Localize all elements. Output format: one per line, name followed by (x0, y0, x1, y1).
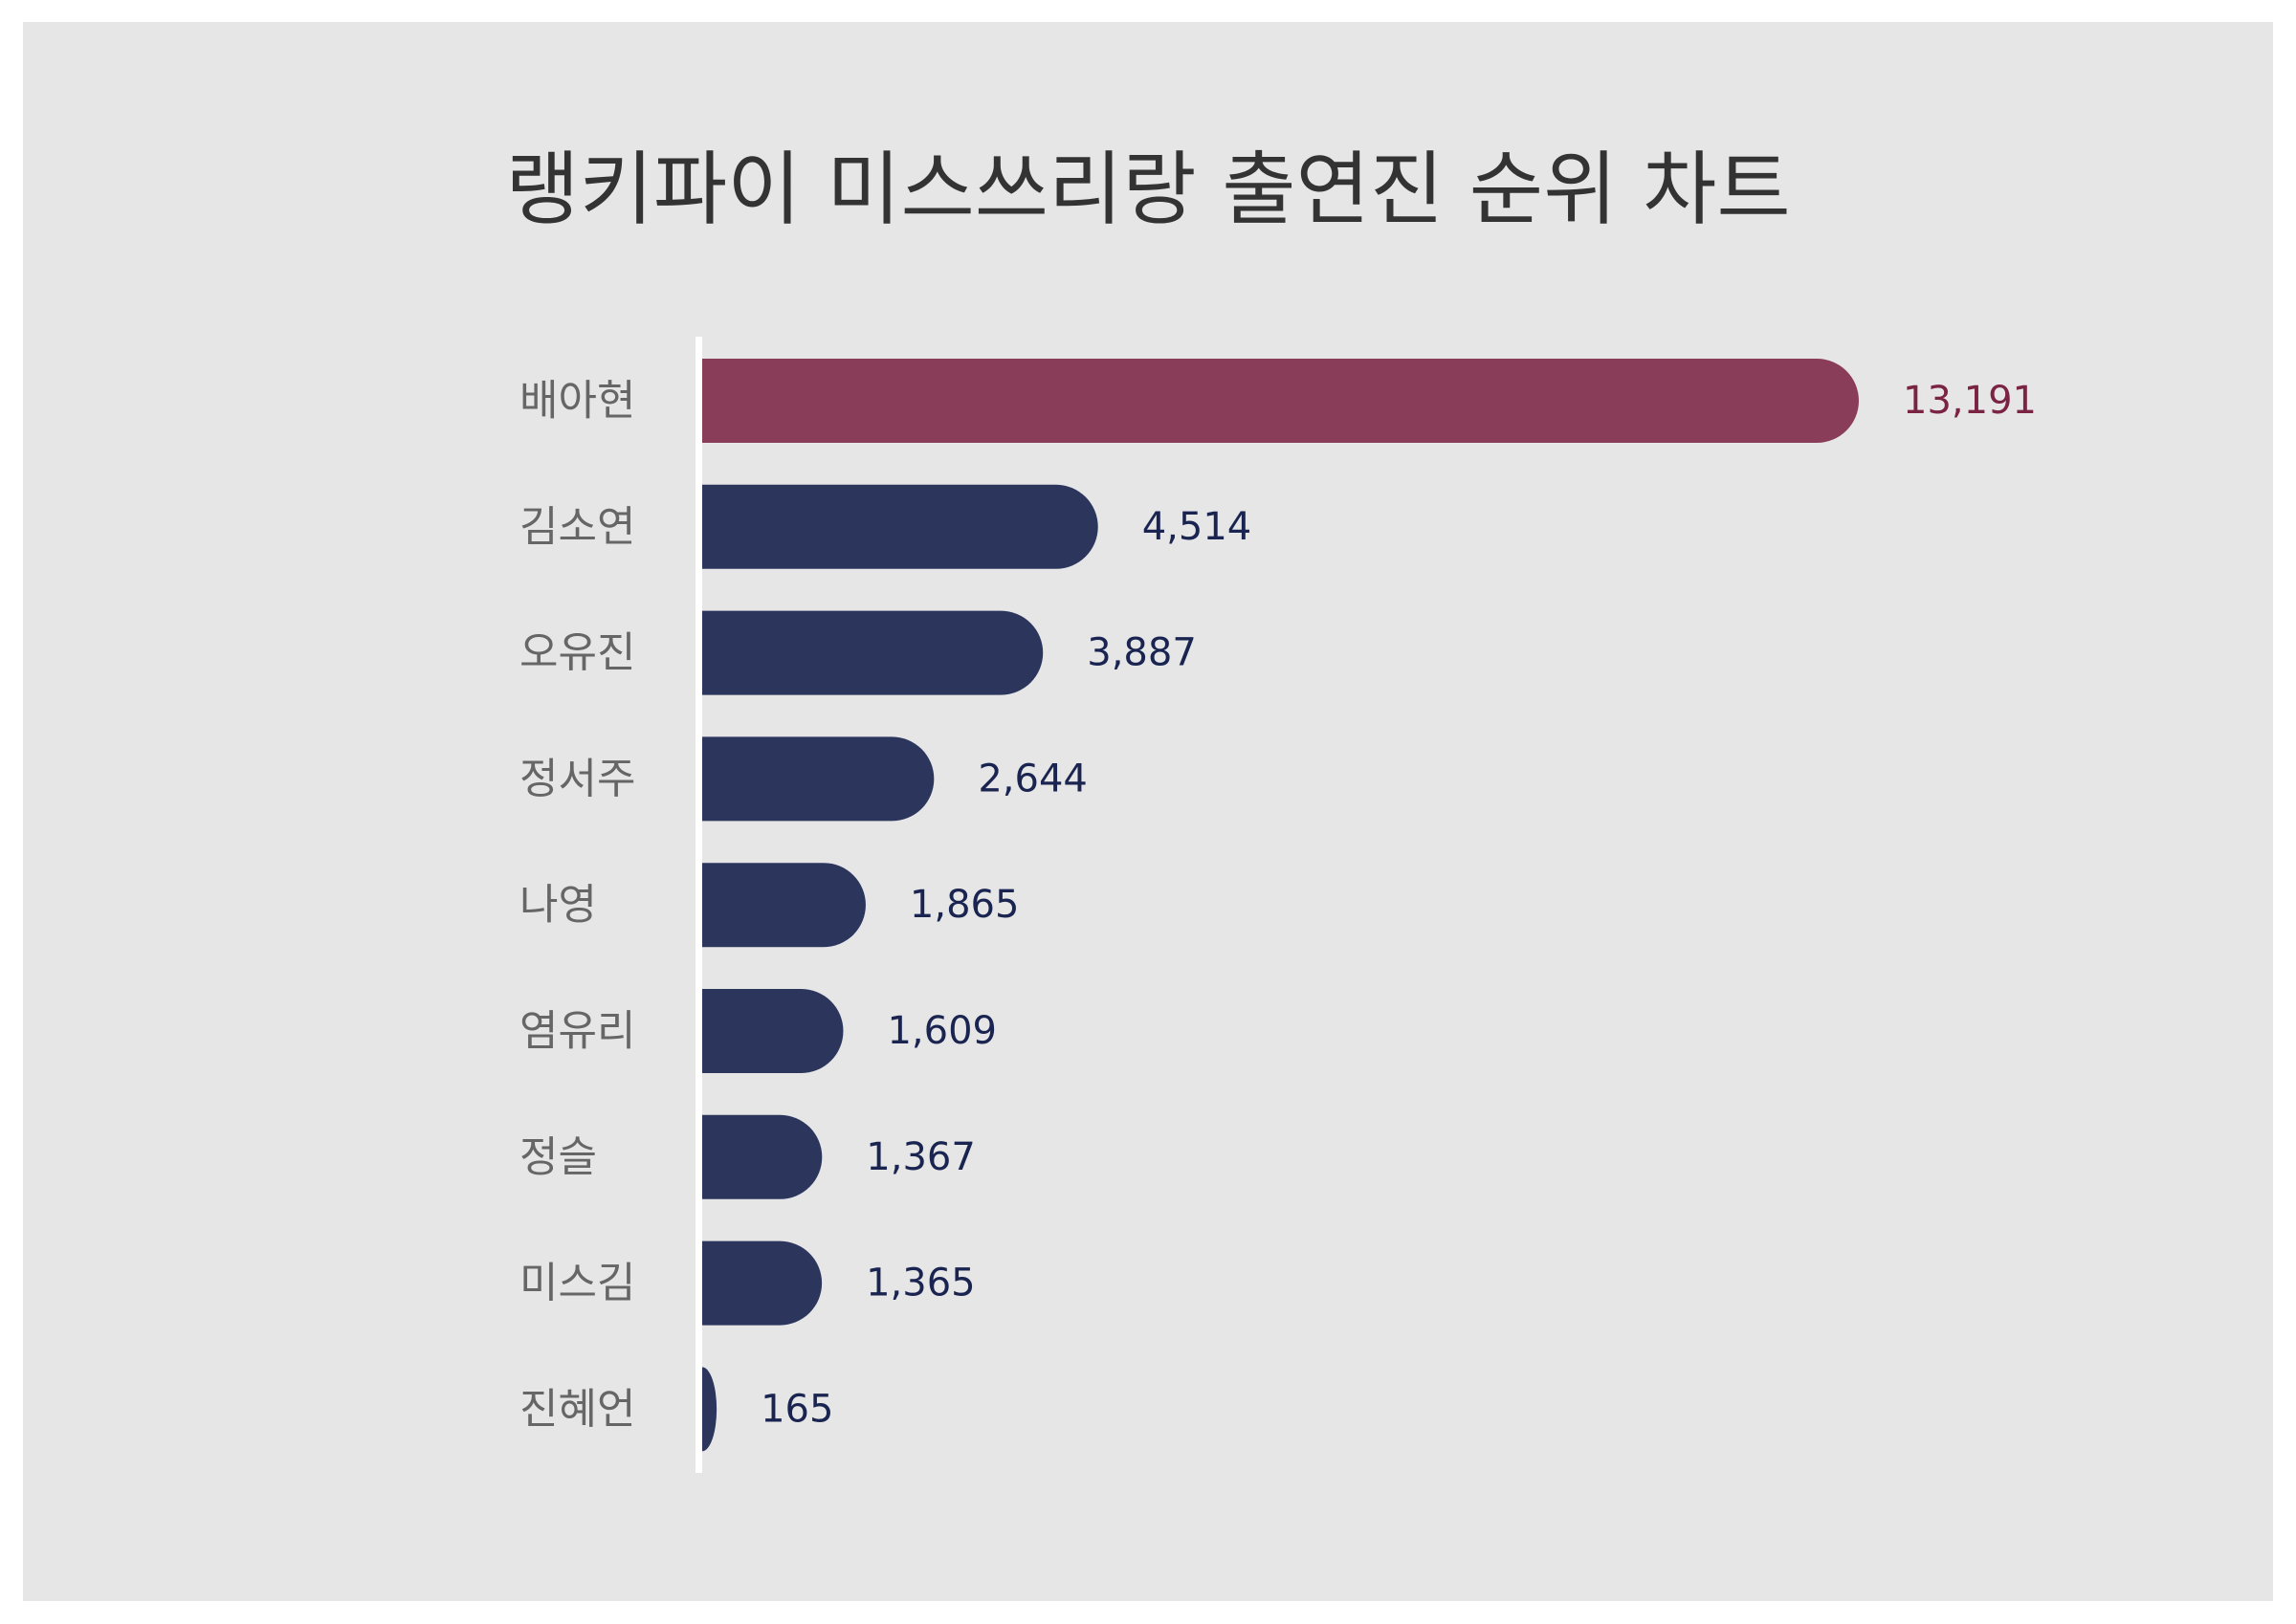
chart-background (23, 22, 2273, 1601)
category-label: 정슬 (519, 1132, 597, 1181)
category-label: 염유리 (519, 1007, 635, 1056)
value-label: 2,644 (978, 757, 1088, 801)
value-label: 165 (761, 1387, 833, 1431)
value-label: 4,514 (1142, 505, 1252, 549)
chart-title: 랭키파이 미스쓰리랑 출연진 순위 차트 (505, 143, 1791, 236)
bar-7 (702, 1114, 823, 1199)
value-label: 3,887 (1087, 631, 1197, 675)
category-label: 진혜언 (519, 1385, 635, 1434)
bar-1 (702, 359, 1859, 443)
category-label: 오유진 (519, 628, 635, 677)
category-label: 미스김 (519, 1259, 635, 1307)
category-label: 나영 (519, 881, 597, 930)
category-label: 배아현 (519, 377, 635, 426)
bar-5 (702, 863, 866, 948)
value-label: 1,367 (866, 1135, 976, 1179)
bar-9 (702, 1367, 718, 1452)
value-label: 13,191 (1903, 379, 2037, 423)
value-label: 1,365 (866, 1262, 976, 1306)
category-label: 김소연 (519, 502, 635, 551)
bar-6 (702, 989, 844, 1073)
bar-8 (702, 1240, 823, 1326)
y-axis-line (695, 337, 702, 1473)
bar-4 (702, 736, 935, 822)
bar-3 (702, 610, 1044, 695)
bar-2 (702, 484, 1098, 569)
value-label: 1,609 (887, 1009, 997, 1053)
category-label: 정서주 (519, 755, 635, 803)
value-label: 1,865 (910, 883, 1020, 927)
